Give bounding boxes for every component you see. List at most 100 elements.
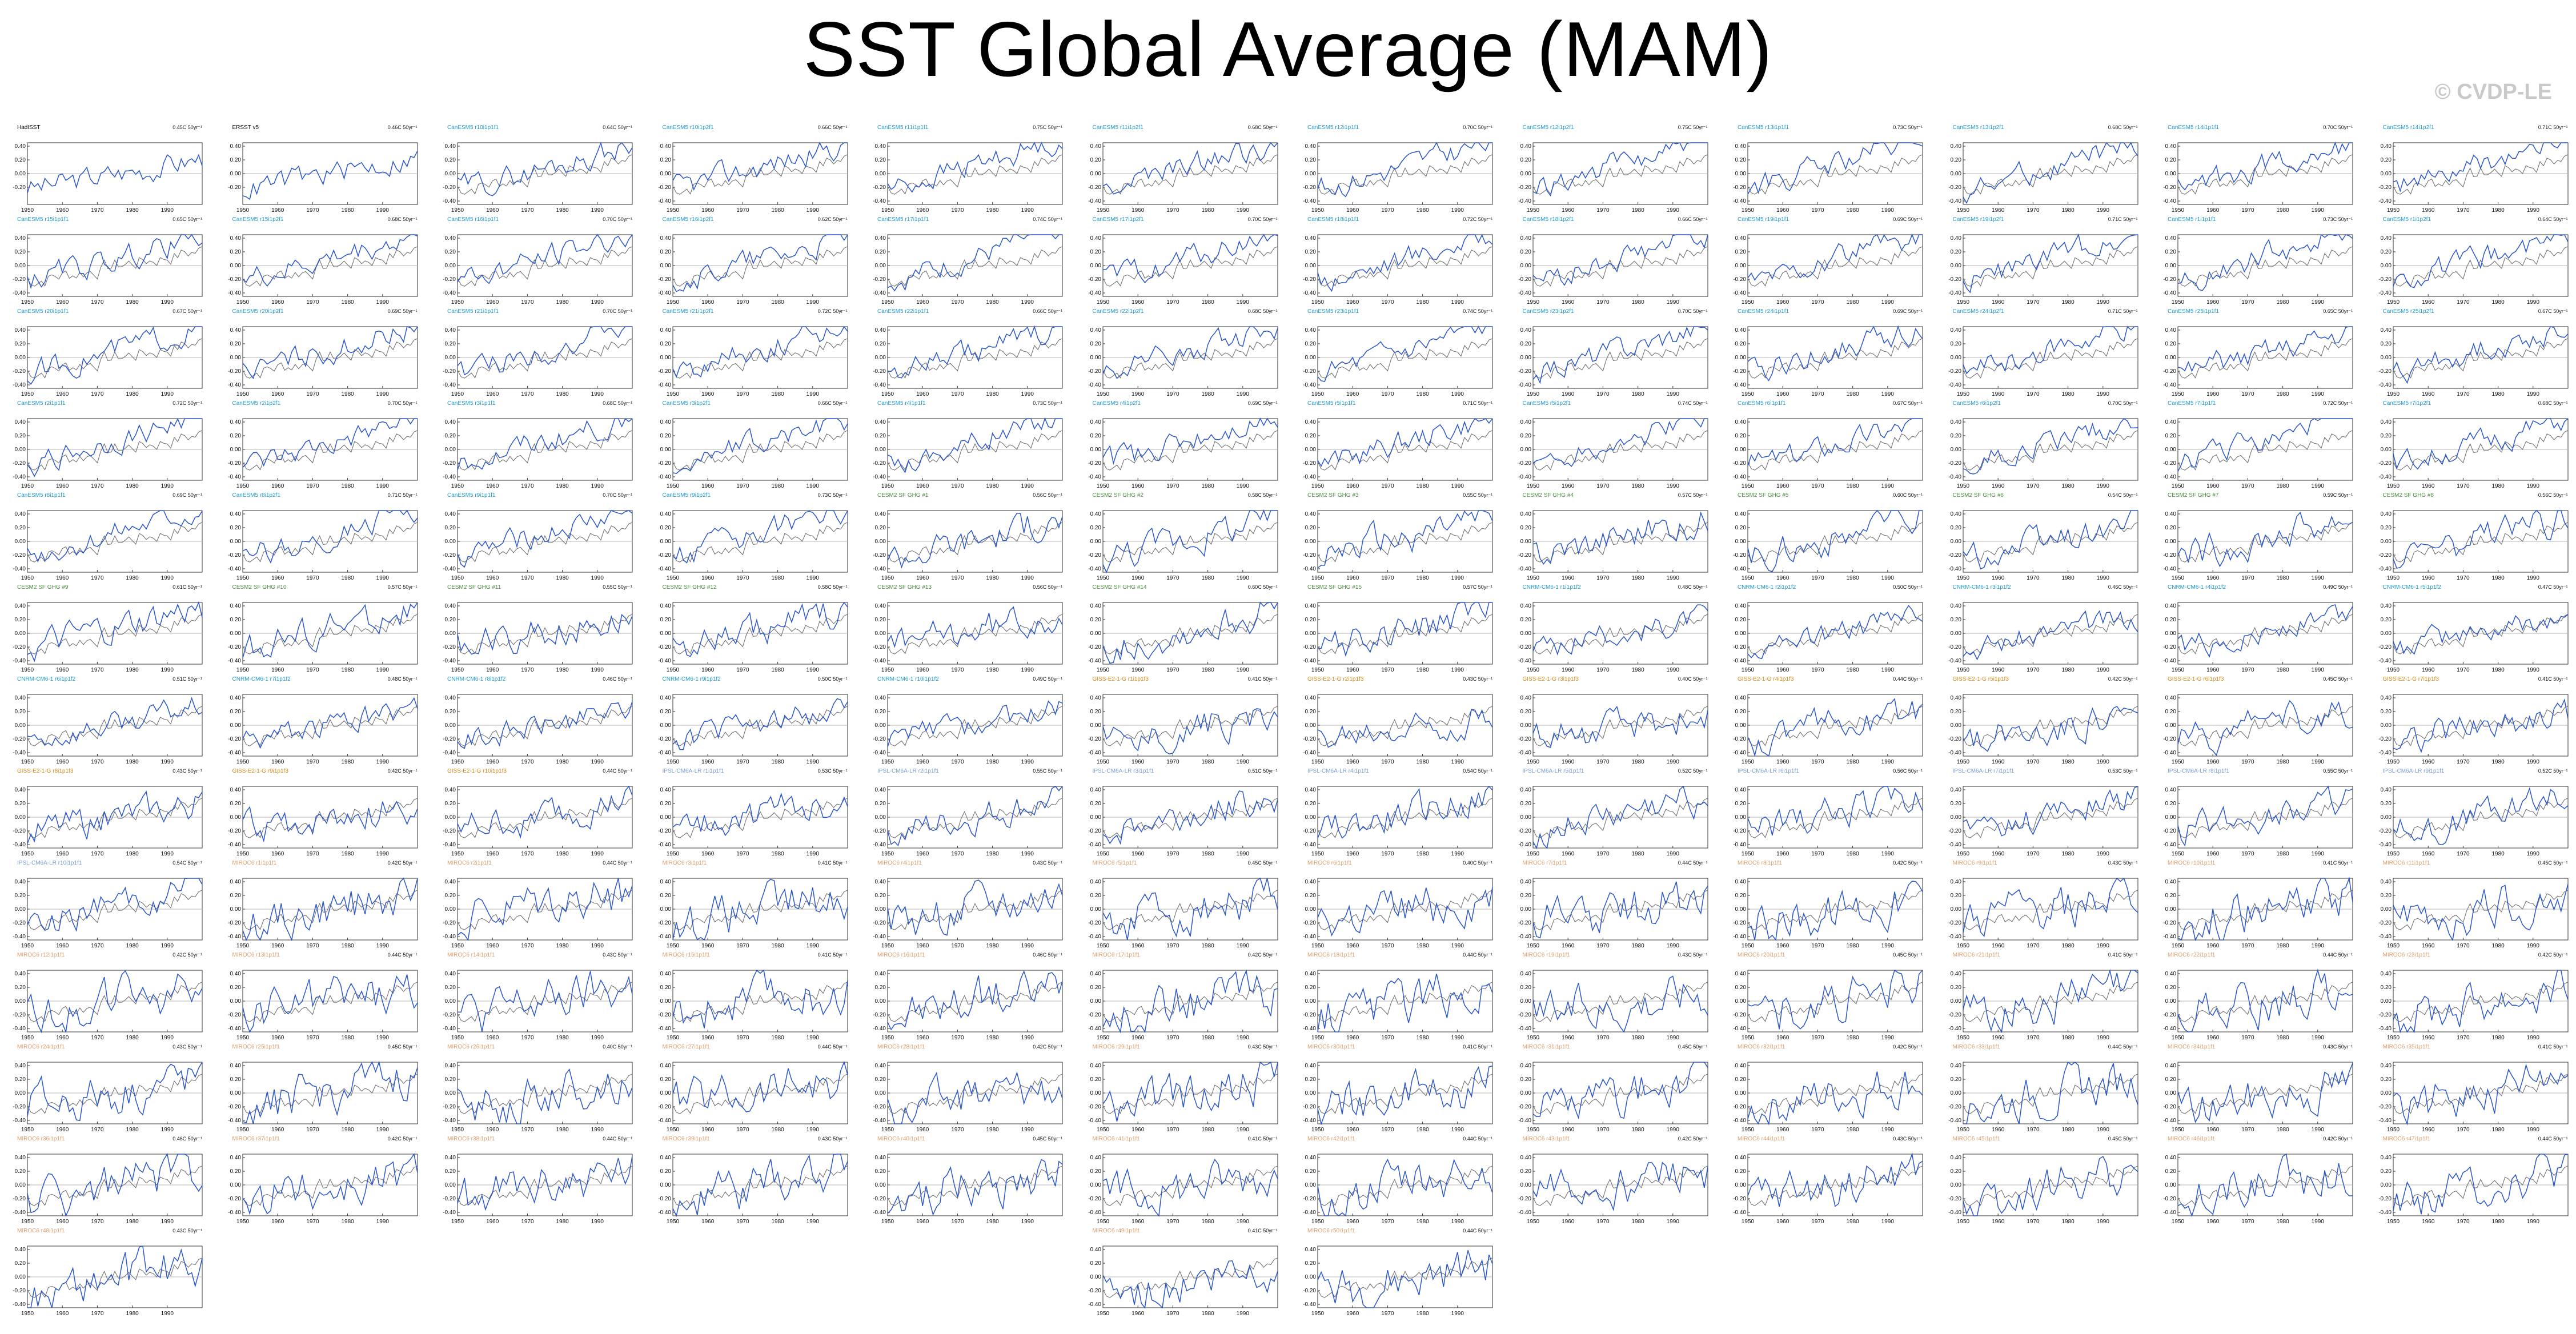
observed-series-line	[457, 154, 633, 195]
y-tick-label: -0.20	[2378, 460, 2392, 467]
y-tick-label: 0.40	[445, 787, 456, 793]
x-tick-label: 1990	[2526, 667, 2539, 673]
model-series-line	[1102, 708, 1278, 755]
y-tick-label: -0.20	[1733, 552, 1746, 558]
panel-title: MIROC6 r28i1p1f1	[877, 1044, 925, 1050]
y-tick-label: -0.40	[2378, 382, 2392, 388]
y-tick-label: 0.20	[1520, 341, 1531, 347]
x-tick-label: 1960	[1346, 1219, 1359, 1225]
y-tick-label: 0.20	[1520, 801, 1531, 807]
x-tick-label: 1960	[916, 1219, 929, 1225]
panel-title: CESM2 SF GHG #14	[1092, 584, 1147, 590]
x-tick-label: 1980	[1846, 1127, 1859, 1133]
x-tick-label: 1950	[2172, 391, 2185, 397]
x-tick-label: 1990	[161, 1035, 174, 1041]
y-tick-label: 0.00	[875, 998, 886, 1004]
y-tick-label: -0.40	[2163, 1026, 2176, 1032]
y-tick-label: -0.40	[1518, 934, 1531, 940]
x-tick-label: 1990	[376, 943, 389, 949]
y-tick-label: -0.40	[228, 842, 241, 848]
x-tick-label: 1990	[1666, 667, 1679, 673]
y-tick-label: 0.20	[875, 1168, 886, 1175]
x-tick-label: 1970	[521, 391, 534, 397]
y-tick-label: 0.20	[230, 341, 241, 347]
y-tick-label: 0.40	[445, 1155, 456, 1161]
x-tick-label: 1990	[1666, 207, 1679, 214]
x-tick-label: 1970	[1596, 851, 1610, 857]
panel-title: MIROC6 r24i1p1f1	[17, 1044, 65, 1050]
x-tick-label: 1960	[1346, 575, 1359, 581]
panel-trend-label: 0.66C 50yr⁻¹	[1678, 216, 1708, 222]
chart-panel: MIROC6 r21i1p1f1 0.41C 50yr⁻¹ 0.40 0.20 0.00…	[1948, 952, 2142, 1058]
x-tick-label: 1970	[2027, 943, 2040, 949]
x-tick-label: 1950	[2386, 575, 2400, 581]
model-series-line	[2392, 326, 2569, 384]
x-tick-label: 1990	[161, 759, 174, 765]
y-tick-label: -0.40	[873, 290, 886, 296]
model-series-line	[1317, 1065, 1493, 1126]
y-tick-label: 0.20	[1735, 801, 1747, 807]
x-tick-label: 1960	[1131, 1219, 1145, 1225]
y-tick-label: 0.20	[230, 709, 241, 715]
x-tick-label: 1950	[666, 851, 679, 857]
observed-series-line	[1102, 1257, 1278, 1298]
y-tick-label: -0.40	[1948, 1210, 1961, 1216]
observed-series-line	[457, 1074, 633, 1114]
chart-panel: CanESM5 r22i1p1f1 0.66C 50yr⁻¹ 0.40 0.20 0.0…	[873, 308, 1067, 415]
x-tick-label: 1970	[1811, 667, 1824, 673]
panel-title: GISS-E2-1-G r9i1p1f3	[232, 768, 288, 774]
y-tick-label: 0.20	[15, 709, 26, 715]
x-tick-label: 1970	[2457, 483, 2470, 489]
y-tick-label: -0.20	[1088, 644, 1101, 650]
panel-title: MIROC6 r12i1p1f1	[17, 952, 65, 958]
model-series-line	[1102, 326, 1278, 379]
x-tick-label: 1990	[376, 207, 389, 214]
chart-panel: CanESM5 r7i1p2f1 0.68C 50yr⁻¹ 0.40 0.20 0.00…	[2378, 400, 2573, 507]
model-series-line	[2393, 698, 2569, 753]
y-tick-label: -0.20	[658, 552, 671, 558]
observed-series-line	[672, 798, 848, 838]
x-tick-label: 1950	[1096, 207, 1109, 214]
y-tick-label: -0.20	[1733, 276, 1746, 283]
x-tick-label: 1990	[591, 851, 604, 857]
y-tick-label: -0.20	[1733, 460, 1746, 467]
chart-panel: CanESM5 r17i1p1f1 0.74C 50yr⁻¹ 0.40 0.20 0.0…	[873, 216, 1067, 323]
y-tick-label: 0.40	[875, 1155, 886, 1161]
panel-title: MIROC6 r20i1p1f1	[1738, 952, 1785, 958]
panel-trend-label: 0.40C 50yr⁻¹	[1678, 676, 1708, 682]
y-tick-label: 0.40	[1090, 971, 1101, 977]
chart-panel: CanESM5 r6i1p1f1 0.67C 50yr⁻¹ 0.40 0.20 0.00…	[1733, 400, 1927, 507]
observed-series-line	[27, 522, 203, 562]
x-tick-label: 1980	[2276, 1127, 2289, 1133]
x-tick-label: 1990	[806, 1035, 819, 1041]
y-tick-label: 0.20	[445, 249, 456, 255]
chart-panel: CESM2 SF GHG #10 0.57C 50yr⁻¹ 0.40 0.20 0.00…	[228, 584, 422, 690]
y-tick-label: 0.00	[1520, 814, 1531, 821]
panel-title: CESM2 SF GHG #5	[1738, 492, 1789, 499]
observed-series-line	[457, 246, 633, 287]
chart-panel: CESM2 SF GHG #15 0.57C 50yr⁻¹ 0.40 0.20 0.00…	[1303, 584, 1497, 690]
y-tick-label: 0.00	[1520, 1182, 1531, 1188]
x-tick-label: 1970	[1166, 1311, 1179, 1317]
x-tick-label: 1960	[2206, 483, 2220, 489]
y-tick-label: -0.20	[1948, 1104, 1961, 1110]
y-tick-label: 0.40	[15, 511, 26, 517]
chart-panel: CESM2 SF GHG #14 0.60C 50yr⁻¹ 0.40 0.20 0.00…	[1088, 584, 1282, 690]
x-tick-label: 1960	[2422, 759, 2435, 765]
x-tick-label: 1950	[1311, 759, 1325, 765]
y-tick-label: -0.20	[1088, 828, 1101, 834]
x-tick-label: 1970	[951, 1127, 964, 1133]
y-tick-label: -0.20	[228, 644, 241, 650]
chart-panel: MIROC6 r18i1p1f1 0.44C 50yr⁻¹ 0.40 0.20 0.00…	[1303, 952, 1497, 1058]
chart-panel: MIROC6 r48i1p1f1 0.43C 50yr⁻¹ 0.40 0.20 0.00…	[13, 1228, 207, 1334]
y-tick-label: 0.40	[230, 511, 241, 517]
chart-panel: CanESM5 r19i1p1f1 0.69C 50yr⁻¹ 0.40 0.20 0.0…	[1733, 216, 1927, 323]
chart-panel: MIROC6 r29i1p1f1 0.43C 50yr⁻¹ 0.40 0.20 0.00…	[1088, 1044, 1282, 1150]
